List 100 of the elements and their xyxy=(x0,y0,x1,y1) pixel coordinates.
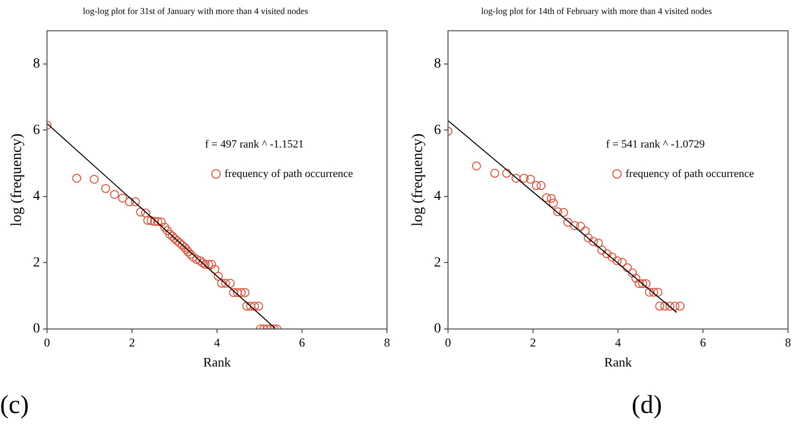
point xyxy=(150,216,160,226)
point xyxy=(192,254,202,264)
point xyxy=(618,258,627,267)
point xyxy=(242,302,252,311)
point xyxy=(246,302,256,311)
point xyxy=(214,272,223,281)
point xyxy=(101,184,110,194)
point xyxy=(548,198,558,208)
legend-label: frequency of path occurrence xyxy=(224,168,354,180)
point xyxy=(520,174,529,183)
y-tick-label: 6 xyxy=(33,122,40,138)
point xyxy=(676,302,685,311)
point xyxy=(653,288,662,297)
point xyxy=(204,260,213,269)
point xyxy=(170,234,179,244)
point xyxy=(136,208,145,217)
point xyxy=(250,302,259,311)
point xyxy=(110,190,120,199)
point xyxy=(165,230,174,239)
x-tick-label: 8 xyxy=(384,335,390,350)
y-tick-label: 4 xyxy=(33,189,40,204)
point xyxy=(188,252,198,262)
annotation: f = 541 rank ^ -1.0729 xyxy=(606,138,706,151)
point xyxy=(180,242,190,252)
point xyxy=(553,207,562,216)
point xyxy=(198,258,208,268)
point xyxy=(642,279,651,288)
point xyxy=(660,302,670,311)
point xyxy=(559,208,568,217)
y-tick-label: 8 xyxy=(434,56,441,72)
point xyxy=(532,181,541,190)
point xyxy=(240,288,250,298)
chart-title: log-log plot for 31st of January with more than 4 visited nodes xyxy=(82,6,309,16)
y-tick-label: 0 xyxy=(434,322,441,337)
point xyxy=(602,249,612,258)
point xyxy=(72,174,82,183)
point xyxy=(146,216,156,226)
point xyxy=(160,222,170,232)
y-axis-title: log (frequency) xyxy=(410,133,426,226)
point xyxy=(638,279,648,288)
point xyxy=(634,279,644,288)
point xyxy=(156,217,166,226)
point xyxy=(608,252,617,262)
point xyxy=(655,302,664,311)
point xyxy=(597,246,606,255)
x-tick-label: 2 xyxy=(129,335,135,350)
point xyxy=(526,174,535,184)
x-tick-label: 0 xyxy=(44,335,50,350)
legend-label: frequency of path occurrence xyxy=(626,168,754,180)
annotation: f = 497 rank ^ -1.1521 xyxy=(205,138,304,151)
point xyxy=(206,260,216,269)
y-tick-label: 0 xyxy=(33,322,40,337)
text: (d) xyxy=(630,389,663,421)
point xyxy=(172,236,182,246)
point xyxy=(570,221,580,230)
y-tick-label: 8 xyxy=(33,56,40,72)
x-tick-label: 4 xyxy=(214,335,220,350)
point xyxy=(612,256,622,266)
point xyxy=(196,256,204,266)
point xyxy=(254,302,264,311)
point xyxy=(90,174,99,184)
point xyxy=(153,217,162,226)
point xyxy=(665,302,674,311)
point xyxy=(210,264,220,274)
point xyxy=(631,274,640,283)
y-tick-label: 6 xyxy=(434,122,441,138)
point xyxy=(221,278,230,288)
point xyxy=(512,174,520,183)
point xyxy=(124,197,134,206)
point xyxy=(536,181,546,190)
point xyxy=(168,232,177,241)
x-tick-label: 4 xyxy=(615,335,621,350)
point xyxy=(546,194,556,203)
x-tick-label: 6 xyxy=(700,335,706,350)
point xyxy=(576,222,586,231)
x-axis-title: Rank xyxy=(203,354,232,370)
point xyxy=(217,278,226,288)
point xyxy=(162,226,172,236)
point xyxy=(563,218,572,227)
point xyxy=(584,233,593,242)
point xyxy=(186,250,196,259)
text: (c) xyxy=(0,389,30,421)
point xyxy=(182,244,191,254)
point xyxy=(580,226,590,236)
point xyxy=(644,288,654,297)
x-axis-title: Rank xyxy=(604,354,632,370)
y-axis-title: log (frequency) xyxy=(8,133,25,226)
point xyxy=(490,168,500,178)
point xyxy=(143,216,152,225)
point xyxy=(184,247,193,256)
point xyxy=(472,161,481,170)
point xyxy=(649,288,658,297)
x-tick-label: 0 xyxy=(445,335,451,350)
point xyxy=(502,168,512,178)
point xyxy=(141,208,150,218)
point xyxy=(594,238,603,248)
x-tick-label: 2 xyxy=(530,335,536,350)
point xyxy=(118,194,128,203)
point xyxy=(226,278,235,288)
point xyxy=(542,193,552,202)
